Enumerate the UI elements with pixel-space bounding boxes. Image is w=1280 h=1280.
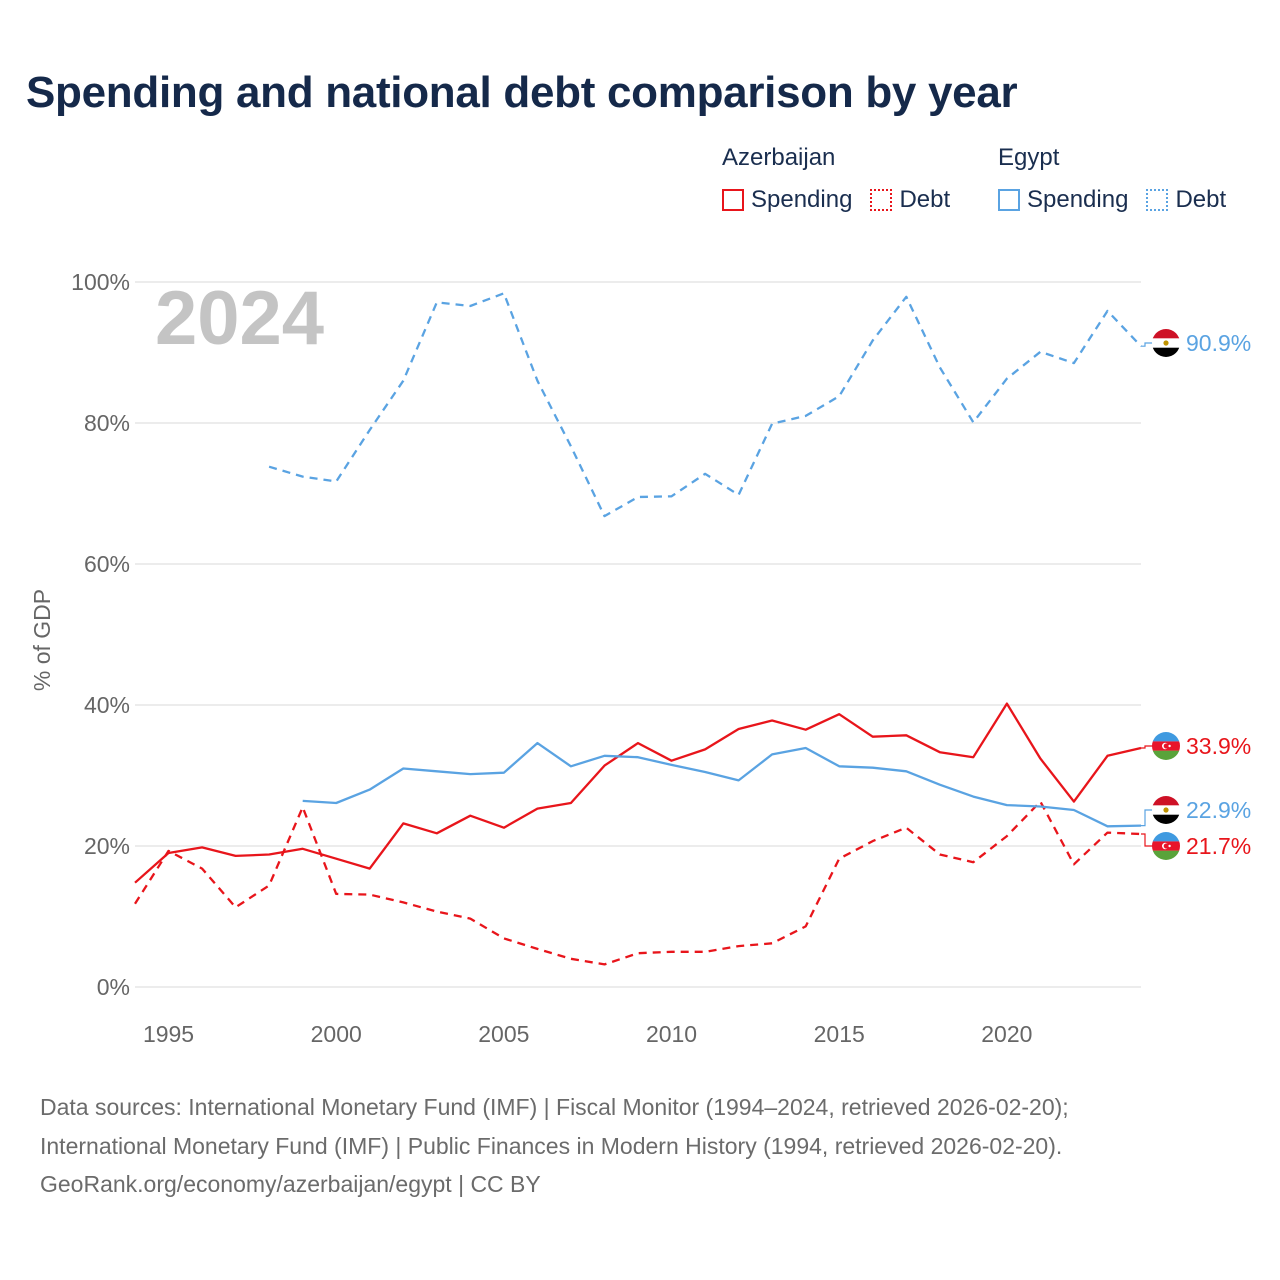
series-group (134, 292, 1142, 966)
end-label-connector (1141, 809, 1153, 827)
legend-item-egypt-debt[interactable]: Debt (1146, 186, 1226, 214)
solid-line-swatch-icon (998, 189, 1020, 211)
y-tick-label: 80% (84, 410, 130, 436)
legend-item-label: Debt (1175, 186, 1227, 213)
end-label-connector (1141, 342, 1153, 347)
azerbaijan-flag-icon (1152, 832, 1180, 860)
gridlines (135, 281, 1141, 988)
x-tick-label: 1995 (143, 1021, 194, 1047)
legend-group-egypt: Egypt Spending Debt (998, 144, 1226, 214)
y-axis-label: % of GDP (29, 589, 55, 691)
series-line-egypt-spending[interactable] (302, 741, 1142, 828)
x-tick-label: 2015 (814, 1021, 865, 1047)
azerbaijan-flag-icon (1152, 732, 1180, 760)
end-label-connector (1141, 833, 1153, 847)
end-value-label: 90.9% (1186, 330, 1251, 356)
end-label-connector (1141, 745, 1153, 749)
end-value-label: 22.9% (1186, 797, 1251, 823)
x-axis: 1995 2000 2005 2010 2015 2020 (143, 1021, 1033, 1047)
dotted-line-swatch-icon (1146, 189, 1169, 211)
y-axis: 0% 20% 40% 60% 80% 100% (71, 269, 130, 1000)
chart-title: Spending and national debt comparison by… (26, 68, 1018, 117)
legend-item-egypt-spending[interactable]: Spending (998, 186, 1128, 214)
x-tick-label: 2020 (981, 1021, 1032, 1047)
legend-country-label: Azerbaijan (722, 144, 836, 171)
y-tick-label: 20% (84, 833, 130, 859)
end-value-label: 21.7% (1186, 833, 1251, 859)
y-tick-label: 40% (84, 692, 130, 718)
source-line: GeoRank.org/economy/azerbaijan/egypt | C… (40, 1171, 541, 1197)
x-tick-label: 2000 (311, 1021, 362, 1047)
series-line-azerbaijan-spending[interactable] (134, 702, 1142, 884)
year-watermark: 2024 (155, 276, 324, 361)
end-value-label: 33.9% (1186, 733, 1251, 759)
x-tick-label: 2010 (646, 1021, 697, 1047)
y-tick-label: 100% (71, 269, 130, 295)
legend-item-label: Spending (751, 186, 853, 213)
series-line-azerbaijan-debt[interactable] (134, 800, 1142, 966)
legend-item-label: Spending (1027, 186, 1129, 213)
data-sources: Data sources: International Monetary Fun… (40, 1088, 1069, 1204)
end-labels: 33.9% 21.7% 22.9% 90.9% (1141, 329, 1251, 860)
x-tick-label: 2005 (478, 1021, 529, 1047)
egypt-flag-icon (1152, 329, 1180, 357)
legend-item-label: Debt (899, 186, 951, 213)
y-tick-label: 60% (84, 551, 130, 577)
series-line-egypt-debt[interactable] (268, 292, 1142, 518)
legend-item-azerbaijan-spending[interactable]: Spending (722, 186, 852, 214)
solid-line-swatch-icon (722, 189, 744, 211)
legend-country-label: Egypt (998, 144, 1060, 171)
y-tick-label: 0% (97, 974, 130, 1000)
dotted-line-swatch-icon (870, 189, 893, 211)
egypt-flag-icon (1152, 796, 1180, 824)
source-line: International Monetary Fund (IMF) | Publ… (40, 1132, 1063, 1159)
line-chart: 2024 0% 20% 40% 60% 80% 100% 1995 2000 2005 2010… (29, 269, 1251, 1047)
legend-group-azerbaijan: Azerbaijan Spending Debt (722, 144, 950, 214)
legend-item-azerbaijan-debt[interactable]: Debt (870, 186, 950, 214)
source-line: Data sources: International Monetary Fun… (40, 1094, 1069, 1120)
